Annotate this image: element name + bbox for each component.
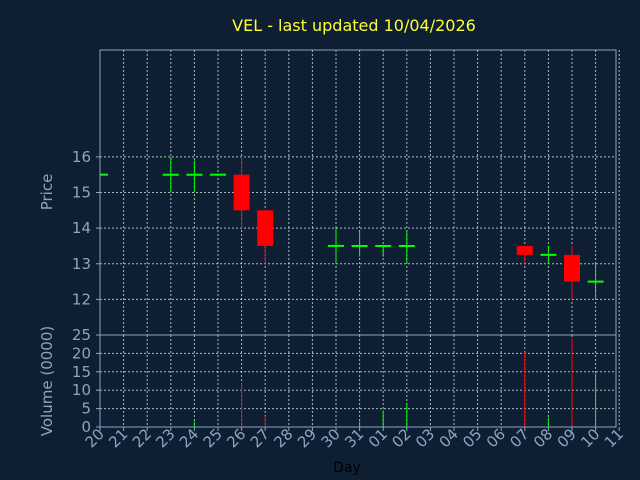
x-tick-label: 01 (365, 425, 391, 451)
x-tick-label: 26 (223, 425, 249, 451)
x-tick-label: 22 (129, 425, 155, 451)
x-tick-label: 28 (270, 425, 296, 451)
x-tick-label: 02 (388, 425, 414, 451)
x-tick-label: 29 (294, 425, 320, 451)
volume-marks (193, 338, 597, 427)
price-tick-label: 13 (72, 255, 91, 273)
x-tick-label: 04 (436, 425, 462, 451)
x-ticks: 2021222324252627282930310102030405060708… (82, 425, 627, 451)
candle-body (516, 245, 533, 255)
x-axis-label: Day (333, 460, 361, 476)
price-grid (100, 50, 620, 335)
price-marks (100, 156, 604, 300)
x-tick-label: 25 (200, 425, 226, 451)
price-tick-label: 16 (72, 148, 91, 166)
x-tick-label: 11 (601, 425, 627, 451)
price-tick-label: 14 (72, 219, 91, 237)
x-tick-label: 23 (152, 425, 178, 451)
candle-body (233, 174, 250, 211)
volume-tick-label: 0 (81, 418, 91, 436)
price-tick-label: 12 (72, 290, 91, 308)
volume-tick-label: 20 (72, 344, 91, 362)
plot-frames (99, 49, 617, 428)
x-tick-label: 03 (412, 425, 438, 451)
x-tick-label: 30 (318, 425, 344, 451)
x-tick-label: 05 (459, 425, 485, 451)
x-tick-label: 24 (176, 425, 202, 451)
x-tick-label: 31 (341, 425, 367, 451)
volume-panel-frame (99, 334, 617, 428)
price-ticks: 12 13 14 15 16 (72, 148, 100, 308)
x-tick-label: 09 (554, 425, 580, 451)
volume-tick-label: 10 (72, 381, 91, 399)
chart-title: VEL - last updated 10/04/2026 (232, 16, 476, 35)
price-axis-label: Price (38, 174, 56, 211)
volume-tick-label: 15 (72, 363, 91, 381)
candle-body (257, 210, 274, 246)
volume-tick-label: 25 (72, 326, 91, 344)
x-tick-label: 27 (247, 425, 273, 451)
volume-grid (100, 335, 620, 427)
volume-axis-label: Volume (0000) (38, 326, 56, 436)
x-tick-label: 06 (483, 425, 509, 451)
x-tick-label: 21 (105, 425, 131, 451)
volume-tick-label: 5 (81, 400, 91, 418)
candle-body (564, 254, 580, 282)
price-tick-label: 15 (72, 184, 91, 202)
x-tick-label: 07 (506, 425, 532, 451)
x-tick-label: 10 (577, 425, 603, 451)
x-tick-label: 08 (530, 425, 556, 451)
